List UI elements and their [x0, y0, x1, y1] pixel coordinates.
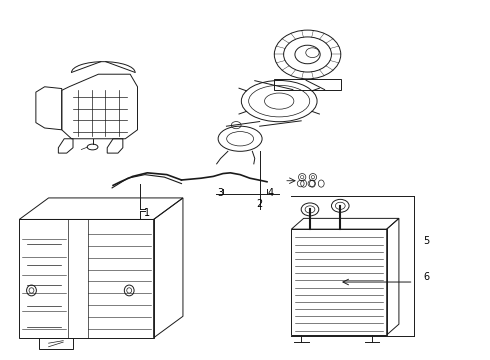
Text: 3: 3: [218, 188, 223, 198]
Text: 1: 1: [144, 208, 150, 218]
Text: 6: 6: [424, 272, 430, 282]
Text: 5: 5: [424, 236, 430, 246]
Text: 2: 2: [257, 199, 263, 209]
Text: 4: 4: [268, 188, 273, 198]
